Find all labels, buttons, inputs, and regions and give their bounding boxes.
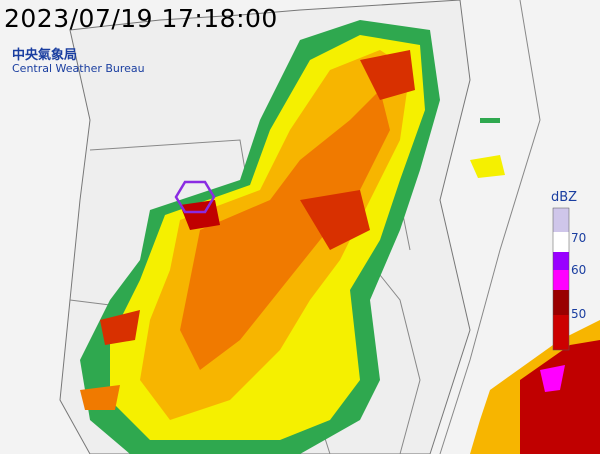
radar-echoes [80, 20, 600, 454]
legend-label: 50 [571, 307, 587, 321]
legend-unit: dBZ [551, 190, 578, 205]
warning-hexagon [174, 180, 216, 214]
color-bar [552, 207, 570, 351]
agency-en: Central Weather Bureau [12, 62, 145, 75]
legend-label: 70 [571, 231, 587, 245]
coastline [439, 0, 541, 454]
timestamp: 2023/07/19 17:18:00 [4, 4, 278, 33]
agency-zh: 中央氣象局 [12, 48, 78, 63]
legend-label: 60 [571, 263, 587, 277]
